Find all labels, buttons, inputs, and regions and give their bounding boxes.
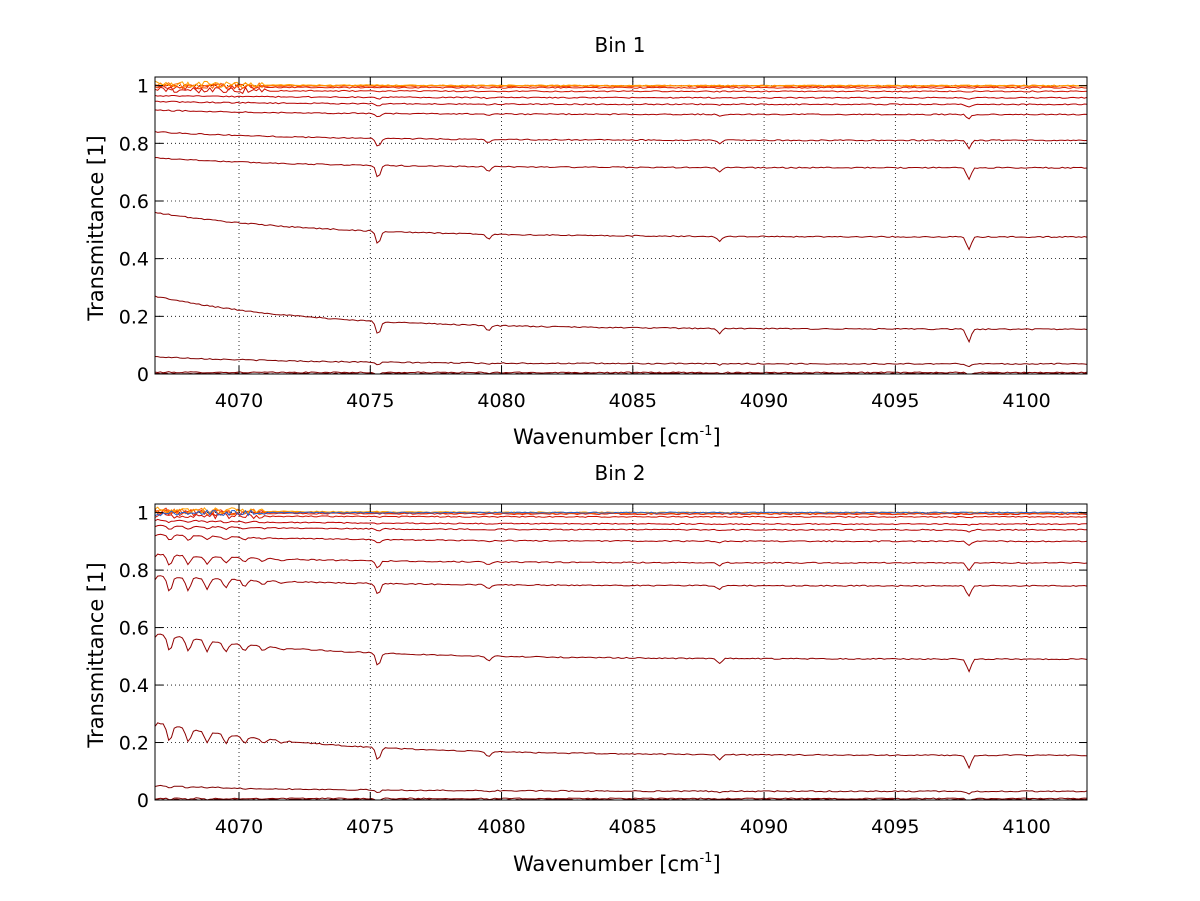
series-line-4	[155, 211, 1087, 251]
series-line-6	[155, 131, 1087, 150]
x-axis-label-superscript: -1	[699, 424, 712, 439]
x-tick-label: 4100	[1002, 816, 1050, 838]
y-tick-label: 0.6	[119, 618, 149, 640]
series-line-1	[155, 371, 1087, 374]
y-tick-label: 0.8	[119, 560, 149, 582]
x-tick-label: 4080	[477, 390, 525, 412]
axes-frame	[154, 503, 1088, 801]
x-axis-label-close: ]	[712, 425, 720, 449]
x-axis-label: Wavenumber [cm-1]	[513, 424, 721, 449]
x-tick-label: 4085	[609, 816, 657, 838]
x-tick-label: 4090	[740, 816, 788, 838]
x-axis-label-superscript: -1	[699, 851, 712, 866]
chart-title: Bin 2	[594, 461, 645, 485]
y-axis-label: Transmittance [1]	[84, 135, 108, 321]
x-tick-label: 4080	[477, 816, 525, 838]
y-axis-label: Transmittance [1]	[84, 562, 108, 748]
series-line-1	[155, 797, 1087, 800]
x-tick-label: 4090	[740, 390, 788, 412]
series-line-9	[155, 95, 1087, 100]
y-tick-label: 1	[137, 503, 149, 525]
y-tick-label: 0.4	[119, 675, 149, 697]
series-line-5	[155, 575, 1087, 598]
chart-title: Bin 1	[594, 33, 645, 57]
x-axis-label-text: Wavenumber [cm	[513, 425, 699, 449]
series-line-6	[155, 553, 1087, 572]
series-line-9	[155, 518, 1087, 526]
y-tick-label: 0.6	[119, 191, 149, 213]
series-line-4	[155, 633, 1087, 673]
y-tick-label: 0.8	[119, 133, 149, 155]
series-line-8	[155, 100, 1087, 108]
series-line-2	[155, 784, 1087, 795]
plot-area	[155, 80, 1087, 374]
y-tick-label: 1	[137, 76, 149, 98]
plot-area	[155, 506, 1087, 800]
series-line-2	[155, 356, 1087, 368]
series-line-11	[155, 83, 1087, 91]
chart-panel-bin-2: Bin 2 Transmittance [1] Wavenumber [cm-1…	[84, 461, 1088, 876]
series-line-14	[155, 80, 1087, 89]
x-tick-label: 4095	[871, 816, 919, 838]
y-tick-label: 0	[137, 364, 149, 386]
series-line-5	[155, 157, 1087, 181]
x-tick-label: 4100	[1002, 390, 1050, 412]
x-tick-label: 4070	[215, 390, 263, 412]
y-tick-label: 0.2	[119, 733, 149, 755]
series-line-7	[155, 533, 1087, 547]
x-tick-label: 4085	[609, 390, 657, 412]
series-line-3	[155, 722, 1087, 770]
x-tick-label: 4075	[346, 816, 394, 838]
x-tick-label: 4075	[346, 390, 394, 412]
x-axis-label-close: ]	[712, 852, 720, 876]
x-tick-label: 4095	[871, 390, 919, 412]
y-tick-label: 0	[137, 790, 149, 812]
series-line-15	[155, 509, 1087, 517]
chart-panel-bin-1: Bin 1 Transmittance [1] Wavenumber [cm-1…	[84, 33, 1088, 449]
series-line-8	[155, 524, 1087, 533]
y-tick-label: 0.2	[119, 306, 149, 328]
x-axis-label-text: Wavenumber [cm	[513, 852, 699, 876]
axes-frame	[154, 76, 1088, 375]
series-line-11	[155, 509, 1087, 517]
series-line-10	[155, 86, 1087, 95]
series-line-10	[155, 512, 1087, 520]
series-line-3	[155, 295, 1087, 344]
x-tick-label: 4070	[215, 816, 263, 838]
x-axis-label: Wavenumber [cm-1]	[513, 851, 721, 876]
series-line-7	[155, 109, 1087, 120]
y-tick-label: 0.4	[119, 249, 149, 271]
